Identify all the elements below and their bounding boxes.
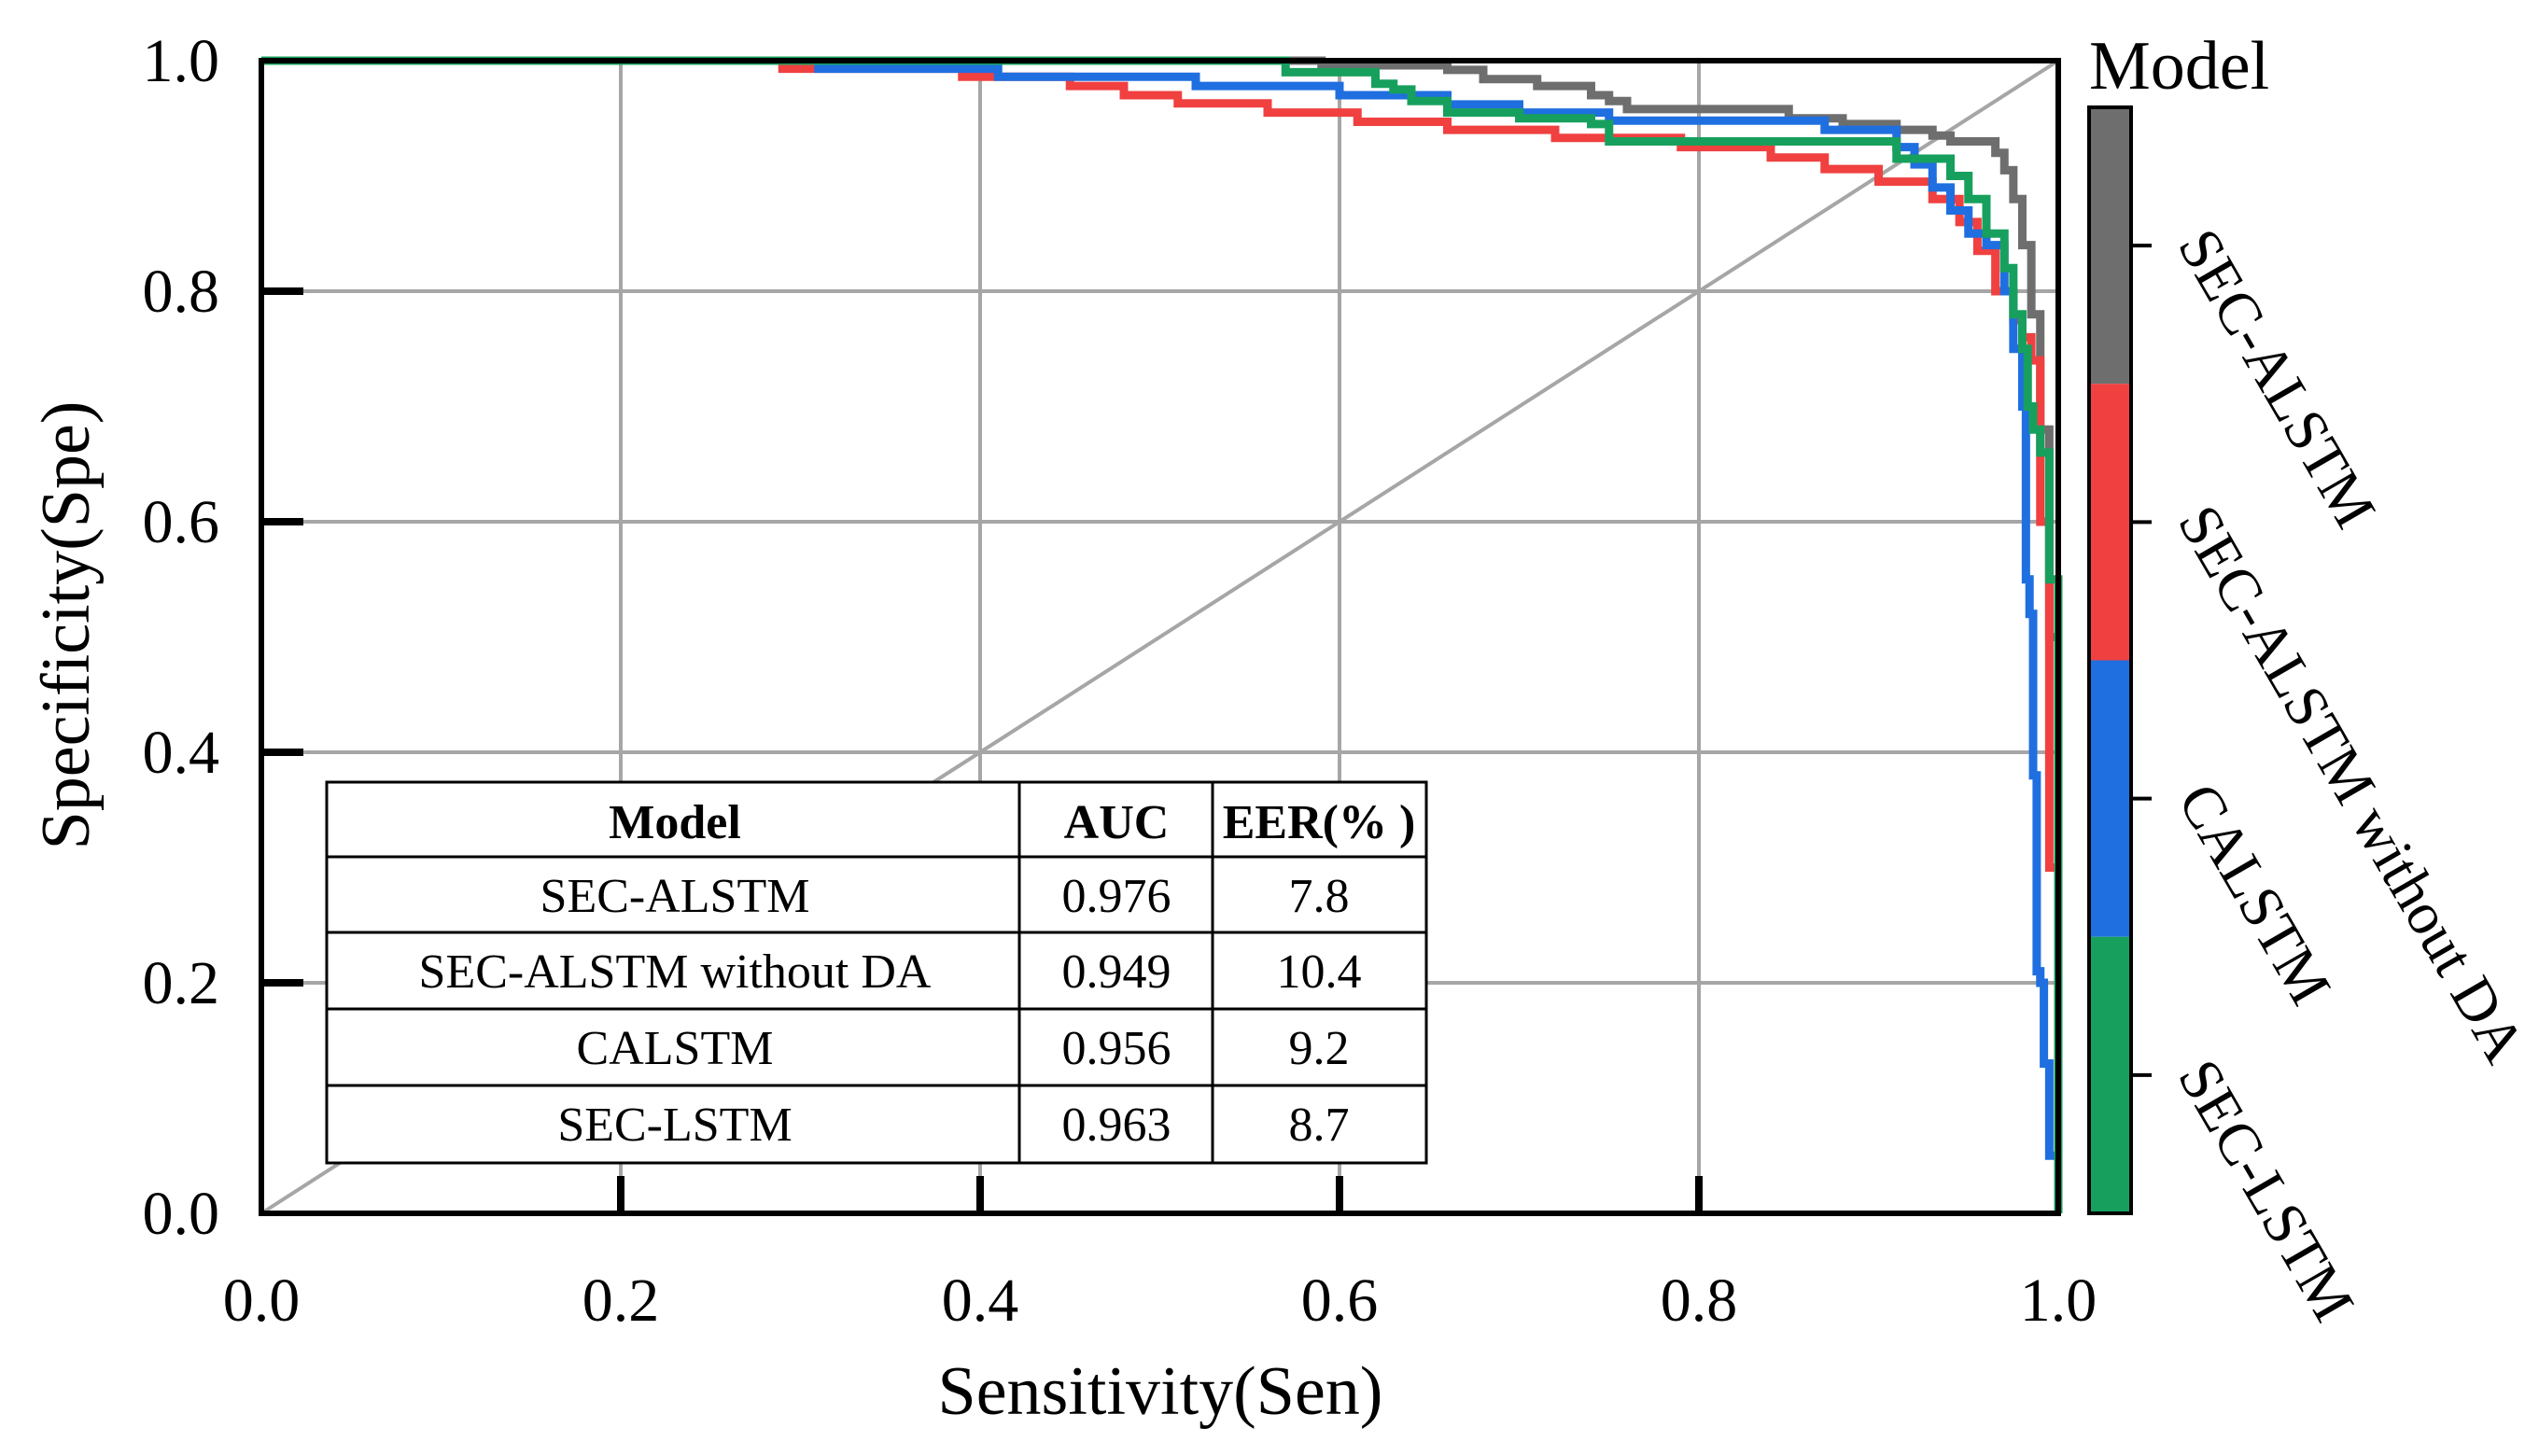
y-tick-label: 1.0	[143, 27, 220, 95]
table-border	[325, 780, 1428, 1165]
plot-frame	[259, 58, 2061, 1216]
table-cell: SEC-ALSTM	[540, 870, 810, 923]
y-tick-label: 0.6	[143, 488, 220, 556]
y-tick-label: 0.2	[143, 949, 220, 1017]
x-tick-label: 0.0	[223, 1267, 301, 1335]
table-cell: 10.4	[1277, 945, 1362, 999]
table-cell: 7.8	[1289, 870, 1350, 923]
legend-colorbar	[2087, 105, 2152, 1215]
legend-title: Model	[2089, 28, 2269, 105]
x-tick-label: 1.0	[2020, 1267, 2097, 1335]
legend-swatch-sec-alstm	[2089, 107, 2131, 385]
table-cell: 0.963	[1062, 1099, 1171, 1152]
y-tick-label: 0.8	[143, 258, 220, 326]
table-cell: 0.956	[1062, 1022, 1171, 1075]
legend: Model SEC-ALSTM SEC-ALSTM without DA CAL…	[2087, 28, 2538, 1332]
y-tick-label: 0.0	[143, 1180, 220, 1248]
table-cell: SEC-LSTM	[557, 1099, 792, 1152]
legend-swatch-calstm	[2089, 660, 2131, 937]
table-header-model: Model	[609, 796, 741, 849]
y-tick-label: 0.4	[143, 719, 220, 787]
x-axis-title: Sensitivity(Sen)	[938, 1353, 1383, 1430]
roc-curve-sec-alstm	[261, 56, 2063, 1213]
results-table: Model AUC EER(% ) SEC-ALSTM 0.976 7.8 SE…	[325, 780, 1428, 1165]
table-cell: 8.7	[1289, 1099, 1350, 1152]
legend-label-sec-lstm: SEC-LSTM	[2166, 1049, 2367, 1332]
x-tick-label: 0.4	[942, 1267, 1019, 1335]
roc-curve-sec-lstm	[261, 56, 2063, 1213]
table-cell: 0.976	[1062, 870, 1171, 923]
y-tick-labels: 0.0 0.2 0.4 0.6 0.8 1.0	[143, 27, 220, 1248]
table-header-auc: AUC	[1064, 796, 1170, 849]
legend-swatch-sec-lstm	[2089, 936, 2131, 1213]
axis-ticks	[261, 287, 1703, 1213]
table-cell: 9.2	[1289, 1022, 1350, 1075]
roc-curve-calstm	[261, 56, 2063, 1213]
table-cell: CALSTM	[577, 1022, 774, 1075]
x-tick-label: 0.8	[1661, 1267, 1738, 1335]
x-tick-label: 0.2	[582, 1267, 660, 1335]
table-cell: SEC-ALSTM without DA	[419, 945, 932, 999]
legend-label-sec-alstm: SEC-ALSTM	[2166, 218, 2389, 539]
roc-series-group	[261, 56, 2063, 1213]
legend-swatch-sec-alstm-without-da	[2089, 384, 2131, 661]
legend-label-calstm: CALSTM	[2166, 773, 2344, 1015]
x-tick-label: 0.6	[1301, 1267, 1379, 1335]
table-header-eer: EER(% )	[1223, 796, 1416, 849]
table-cell: 0.949	[1062, 945, 1171, 999]
y-axis-title: Specificity(Spe)	[28, 401, 105, 850]
legend-colorbar-border	[2087, 105, 2133, 1215]
x-tick-labels: 0.0 0.2 0.4 0.6 0.8 1.0	[223, 1267, 2097, 1335]
